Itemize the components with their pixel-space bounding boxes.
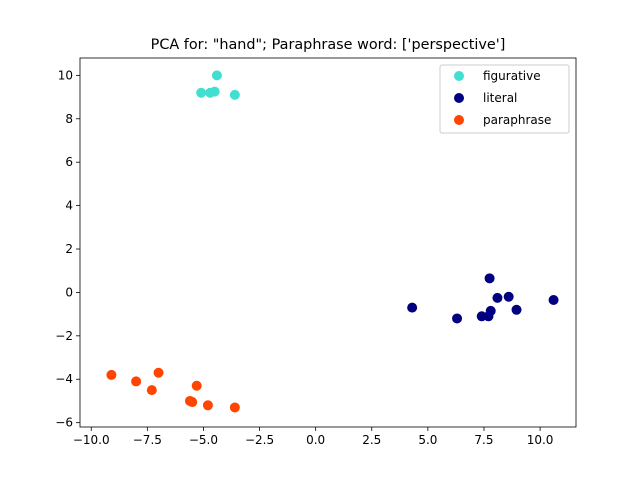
literal-point: [407, 302, 418, 313]
x-axis: −10.0 −7.5 −5.0 −2.5 0.0 2.5 5.0 7.5 10.0: [73, 427, 554, 447]
x-tick-label: −5.0: [189, 433, 218, 447]
x-tick-label: 7.5: [474, 433, 493, 447]
paraphrase-point: [202, 400, 213, 411]
literal-point: [484, 273, 495, 284]
axes-frame: [79, 57, 577, 428]
y-tick-label: 4: [65, 199, 73, 213]
x-tick-label: 10.0: [527, 433, 554, 447]
legend-label-literal: literal: [483, 91, 517, 105]
paraphrase-point: [131, 376, 142, 387]
legend-label-figurative: figurative: [483, 69, 541, 83]
y-tick-label: 0: [65, 285, 73, 299]
paraphrase-point: [146, 385, 157, 396]
literal-point: [485, 305, 496, 316]
legend-box: [439, 64, 570, 134]
figurative-point: [211, 70, 222, 81]
y-tick-label: 10: [58, 68, 73, 82]
paraphrase-point: [106, 369, 117, 380]
paraphrase-point: [191, 380, 202, 391]
paraphrase-point: [153, 367, 164, 378]
paraphrase-point: [187, 397, 198, 408]
figurative-point: [196, 87, 207, 98]
legend: figurative literal paraphrase: [439, 64, 570, 134]
x-tick-label: 2.5: [362, 433, 381, 447]
y-tick-label: −2: [55, 329, 73, 343]
y-tick-label: 2: [65, 242, 73, 256]
x-tick-label: 0.0: [306, 433, 325, 447]
y-tick-label: −6: [55, 416, 73, 430]
x-tick-label: −10.0: [73, 433, 110, 447]
data-points: [106, 70, 559, 413]
literal-point: [452, 313, 463, 324]
y-tick-label: 8: [65, 112, 73, 126]
legend-marker-literal: [454, 93, 464, 103]
literal-point: [503, 291, 514, 302]
y-tick-label: 6: [65, 155, 73, 169]
legend-label-paraphrase: paraphrase: [483, 113, 551, 127]
y-axis: −6 −4 −2 0 2 4 6 8 10: [55, 68, 80, 430]
legend-marker-paraphrase: [454, 115, 464, 125]
x-tick-label: −7.5: [133, 433, 162, 447]
x-tick-label: −2.5: [245, 433, 274, 447]
literal-point: [492, 292, 503, 303]
figurative-point: [229, 89, 240, 100]
paraphrase-point: [229, 402, 240, 413]
literal-point: [511, 304, 522, 315]
y-tick-label: −4: [55, 372, 73, 386]
chart-title: PCA for: "hand"; Paraphrase word: ['pers…: [151, 37, 506, 53]
plot-area: [79, 57, 577, 428]
figurative-point: [209, 86, 220, 97]
literal-point: [548, 295, 559, 306]
legend-marker-figurative: [454, 71, 464, 81]
x-tick-label: 5.0: [418, 433, 437, 447]
